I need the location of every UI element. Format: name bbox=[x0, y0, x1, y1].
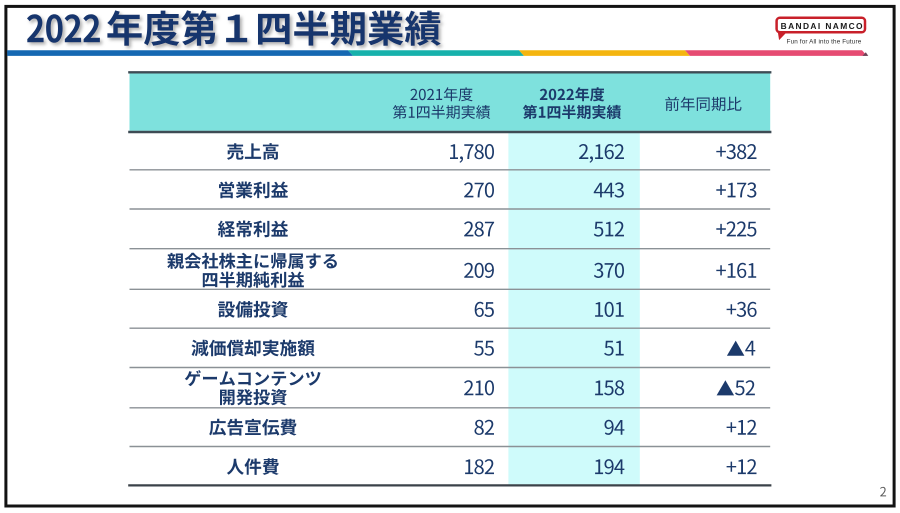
svg-text:BANDAI NAMCO: BANDAI NAMCO bbox=[781, 21, 864, 31]
svg-text:Fun for All into the Future: Fun for All into the Future bbox=[787, 39, 862, 46]
